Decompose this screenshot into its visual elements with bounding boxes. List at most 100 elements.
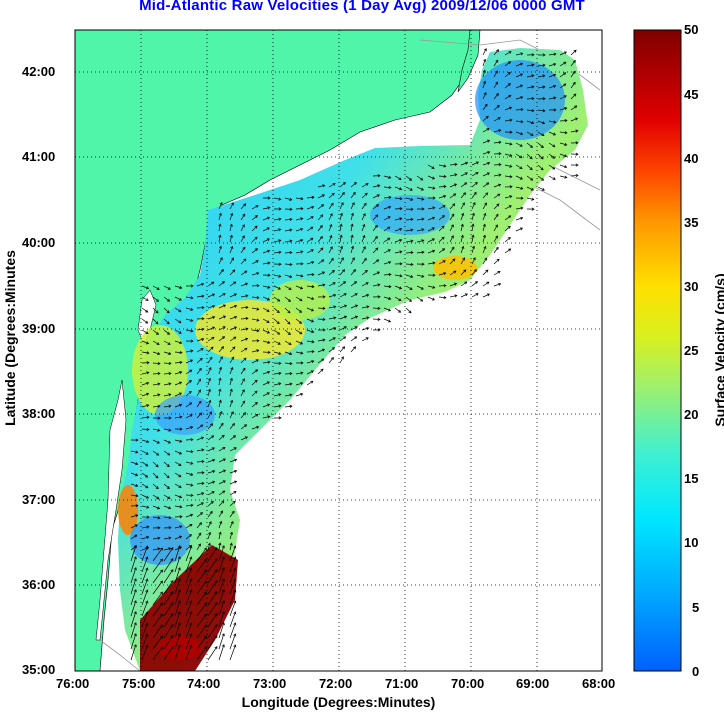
velocity-arrow — [196, 635, 207, 650]
velocity-arrow — [273, 393, 281, 397]
velocity-arrow — [394, 307, 401, 313]
velocity-arrow — [163, 580, 174, 595]
velocity-arrow-head — [421, 197, 425, 201]
velocity-arrow-head — [222, 336, 226, 340]
velocity-arrow-head — [255, 359, 259, 363]
velocity-arrow — [460, 182, 467, 188]
velocity-arrow-head — [300, 197, 304, 201]
velocity-arrow-head — [167, 298, 171, 302]
velocity-arrow-head — [203, 602, 207, 606]
velocity-arrow — [163, 483, 170, 489]
velocity-arrow — [394, 274, 402, 277]
velocity-arrow-head — [431, 238, 435, 242]
velocity-arrow — [229, 400, 233, 408]
velocity-arrow-head — [509, 185, 513, 189]
velocity-arrow — [284, 362, 292, 365]
velocity-arrow-head — [278, 371, 282, 375]
velocity-arrow-head — [553, 84, 557, 88]
velocity-arrow-head — [201, 448, 205, 452]
velocity-arrow-head — [289, 393, 293, 397]
velocity-arrow — [207, 378, 211, 386]
velocity-arrow — [218, 589, 225, 606]
velocity-arrow — [526, 109, 534, 112]
velocity-arrow — [394, 251, 402, 254]
velocity-arrow — [218, 622, 225, 639]
velocity-arrow — [163, 537, 171, 540]
velocity-arrow — [317, 236, 323, 243]
velocity-arrow-head — [341, 191, 345, 195]
velocity-arrow-head — [133, 611, 137, 615]
velocity-arrow-head — [574, 105, 578, 109]
velocity-arrow — [449, 203, 455, 210]
velocity-arrow-head — [487, 150, 491, 155]
velocity-arrow-head — [398, 177, 402, 180]
velocity-arrow — [207, 356, 213, 364]
velocity-arrow-head — [203, 613, 207, 617]
velocity-arrow — [493, 70, 498, 78]
velocity-arrow-head — [168, 536, 172, 540]
velocity-arrow — [273, 197, 281, 200]
velocity-arrow — [152, 307, 159, 314]
velocity-arrow-head — [189, 359, 194, 363]
velocity-arrow — [306, 206, 314, 210]
velocity-arrow-head — [135, 483, 139, 487]
velocity-arrow-head — [190, 318, 194, 322]
velocity-arrow — [262, 217, 270, 221]
velocity-arrow — [229, 511, 235, 518]
velocity-arrow — [163, 624, 174, 639]
velocity-arrow-head — [409, 177, 413, 181]
velocity-arrow — [218, 356, 223, 364]
velocity-arrow-head — [267, 370, 271, 374]
velocity-arrow-head — [432, 196, 436, 200]
velocity-arrow — [427, 262, 435, 265]
velocity-patch — [475, 60, 565, 140]
velocity-arrow-head — [300, 207, 304, 211]
velocity-arrow — [416, 285, 424, 290]
velocity-arrow — [218, 510, 223, 518]
velocity-arrow-head — [331, 347, 335, 351]
velocity-arrow-head — [199, 522, 202, 526]
velocity-arrow — [295, 251, 303, 254]
velocity-arrow-head — [155, 321, 159, 325]
velocity-arrow-head — [463, 269, 467, 273]
velocity-arrow-head — [155, 464, 159, 468]
velocity-arrow — [570, 105, 577, 111]
velocity-arrow — [482, 59, 486, 67]
colorbar-tick-label: 35 — [684, 215, 699, 230]
velocity-arrow-head — [230, 366, 234, 371]
velocity-arrow-head — [460, 223, 464, 227]
velocity-arrow-head — [319, 235, 323, 240]
velocity-arrow-head — [254, 225, 258, 229]
velocity-arrow — [185, 426, 193, 430]
velocity-arrow — [471, 172, 479, 177]
velocity-arrow — [570, 130, 578, 133]
velocity-arrow — [273, 251, 281, 254]
velocity-arrow — [130, 567, 137, 584]
velocity-arrow — [141, 633, 148, 650]
velocity-arrow-head — [188, 390, 192, 394]
velocity-arrow — [526, 142, 533, 148]
velocity-arrow — [284, 263, 293, 265]
velocity-arrow-head — [387, 319, 392, 323]
velocity-arrow-head — [146, 415, 150, 419]
velocity-arrow — [328, 270, 335, 276]
velocity-arrow — [218, 224, 221, 232]
velocity-arrow-head — [451, 246, 455, 250]
velocity-arrow — [339, 192, 345, 199]
velocity-arrow-head — [475, 172, 479, 175]
velocity-arrow-head — [211, 326, 216, 330]
x-tick-label: 73:00 — [253, 676, 287, 691]
velocity-arrow-head — [363, 257, 367, 261]
velocity-arrow — [174, 525, 182, 529]
velocity-arrow — [361, 203, 367, 210]
x-tick-label: 72:00 — [319, 676, 353, 691]
velocity-arrow-head — [289, 197, 293, 201]
velocity-arrow-head — [210, 346, 214, 350]
velocity-arrow-head — [221, 567, 225, 571]
velocity-arrow — [350, 293, 358, 298]
velocity-arrow — [548, 120, 556, 123]
velocity-arrow — [152, 362, 160, 365]
velocity-arrow — [163, 362, 172, 364]
velocity-arrow-head — [300, 238, 304, 242]
velocity-arrow-head — [333, 293, 337, 297]
